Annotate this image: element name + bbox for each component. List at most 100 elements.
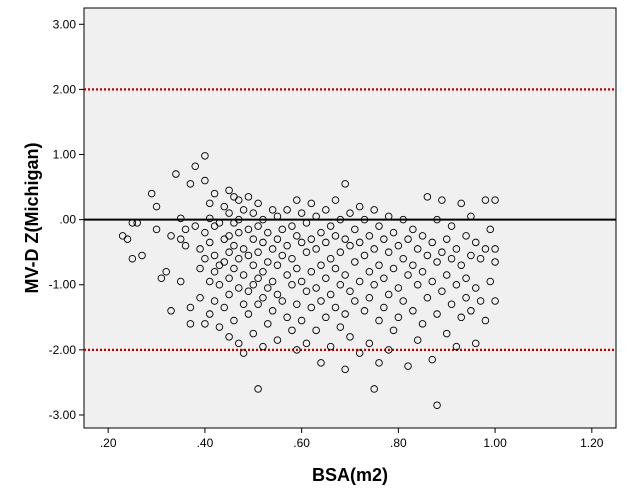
data-point <box>283 271 291 279</box>
data-point <box>176 235 185 243</box>
data-point <box>336 248 345 256</box>
data-point <box>462 232 470 240</box>
data-point <box>210 189 219 198</box>
y-tick-label: -1.00 <box>49 278 77 292</box>
data-point <box>467 212 475 221</box>
data-point <box>312 212 320 221</box>
data-point <box>476 254 485 263</box>
data-point <box>457 313 465 322</box>
data-point <box>210 297 219 305</box>
data-point <box>244 193 253 201</box>
data-point <box>283 241 291 250</box>
data-point <box>278 251 287 260</box>
data-point <box>341 365 349 374</box>
data-point <box>423 251 432 260</box>
data-point <box>384 290 393 299</box>
data-point <box>162 267 170 276</box>
data-point <box>167 232 175 240</box>
data-point <box>491 245 499 253</box>
data-point <box>409 261 417 269</box>
data-point <box>268 206 277 214</box>
data-point <box>283 206 291 214</box>
y-axis: 3.00 2.00 1.00 .00 -1.00 -2.00 -3.00 <box>49 17 84 422</box>
data-point <box>288 254 296 263</box>
data-point <box>365 232 374 240</box>
data-point <box>399 215 407 224</box>
data-point <box>317 297 325 305</box>
data-point <box>201 176 209 185</box>
x-axis-title: BSA(m2) <box>312 465 388 485</box>
x-tick-label: 1.20 <box>580 436 604 450</box>
data-point <box>452 245 461 253</box>
data-point <box>128 219 137 227</box>
data-point <box>346 287 354 296</box>
data-point <box>375 222 383 230</box>
data-point <box>322 313 330 322</box>
data-point <box>307 303 316 312</box>
data-point <box>428 277 436 286</box>
data-point <box>418 320 427 328</box>
data-point <box>264 320 272 328</box>
y-tick-label: -2.00 <box>49 343 77 357</box>
data-point <box>370 245 378 253</box>
data-point <box>360 251 369 260</box>
data-point <box>235 284 243 292</box>
data-point <box>384 248 393 256</box>
data-point <box>215 219 224 227</box>
data-point <box>428 238 436 247</box>
data-point <box>307 267 316 276</box>
data-point <box>351 297 359 305</box>
data-point <box>302 219 311 227</box>
data-point <box>326 290 335 299</box>
data-point <box>152 202 161 211</box>
data-point <box>399 297 407 305</box>
data-point <box>491 258 499 266</box>
data-point <box>220 303 229 312</box>
data-point <box>433 258 441 266</box>
data-point <box>404 362 412 370</box>
data-point <box>307 199 316 208</box>
x-tick-label: .40 <box>197 436 214 450</box>
x-tick-label: 1.00 <box>483 436 507 450</box>
data-point <box>264 228 272 237</box>
data-point <box>380 303 388 312</box>
data-point <box>288 222 296 230</box>
data-point <box>442 329 451 338</box>
data-point <box>326 342 335 351</box>
data-point <box>288 326 296 335</box>
data-point <box>409 307 417 315</box>
data-point <box>365 267 374 276</box>
data-point <box>225 248 233 256</box>
data-point <box>307 235 316 243</box>
data-point <box>259 267 267 276</box>
data-point <box>152 225 161 234</box>
data-point <box>389 264 398 273</box>
data-point <box>302 248 311 256</box>
data-point <box>384 346 393 354</box>
data-point <box>331 303 340 312</box>
data-point <box>230 316 238 325</box>
data-point <box>317 261 325 269</box>
data-point <box>336 215 345 224</box>
data-point <box>394 313 403 322</box>
data-point <box>249 209 258 217</box>
x-tick-label: .60 <box>293 436 310 450</box>
data-point <box>205 310 214 318</box>
data-point <box>312 284 320 292</box>
data-point <box>201 228 209 237</box>
data-point <box>457 199 465 208</box>
data-point <box>447 254 456 263</box>
y-tick-label: 1.00 <box>53 148 77 162</box>
data-point <box>433 310 441 318</box>
data-point <box>471 284 480 292</box>
data-point <box>201 254 209 263</box>
data-point <box>191 222 199 230</box>
data-point <box>433 401 441 409</box>
data-point <box>457 261 465 269</box>
data-point <box>404 235 412 243</box>
data-point <box>433 215 441 224</box>
data-point <box>438 248 446 256</box>
data-point <box>389 228 398 237</box>
data-point <box>341 271 349 279</box>
data-point <box>365 339 374 348</box>
